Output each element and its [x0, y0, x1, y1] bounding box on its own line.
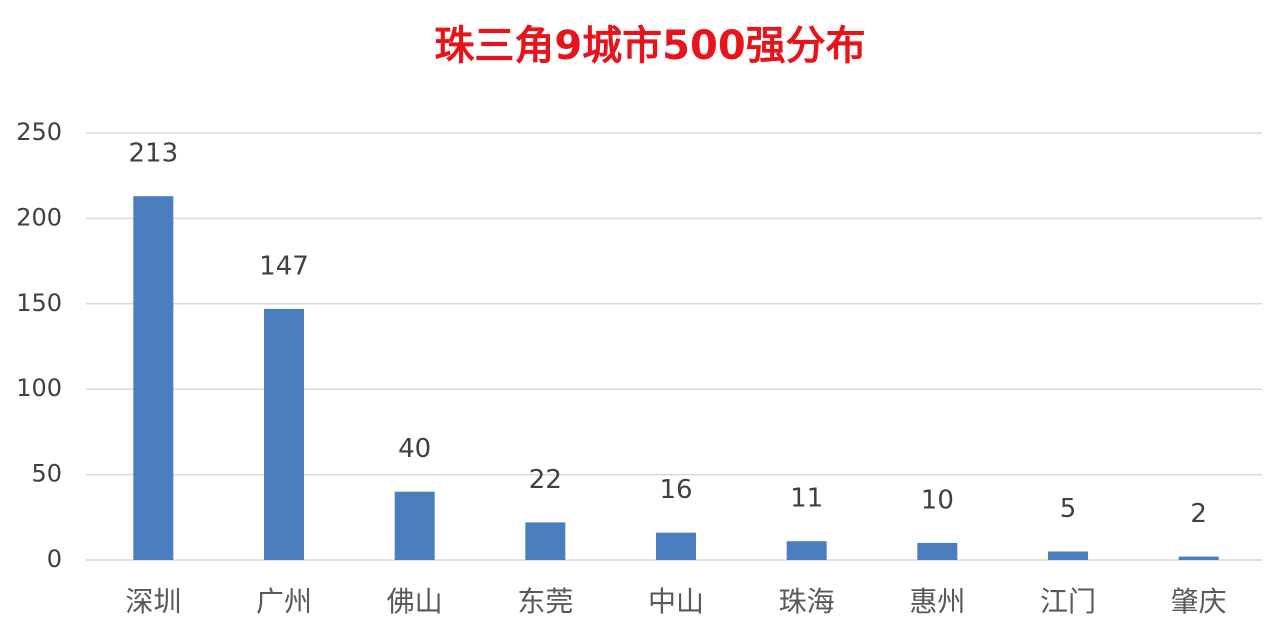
value-label: 10: [921, 485, 954, 515]
x-tick-label: 深圳: [125, 585, 181, 618]
y-tick-label: 250: [16, 118, 62, 146]
value-label: 2: [1190, 499, 1207, 529]
value-label: 213: [129, 139, 179, 169]
y-tick-label: 0: [47, 545, 62, 573]
value-label: 16: [659, 475, 692, 505]
bar: [264, 308, 304, 560]
x-tick-label: 佛山: [387, 585, 443, 618]
x-tick-label: 惠州: [909, 585, 965, 618]
value-label: 11: [790, 484, 823, 514]
x-tick-label: 东莞: [517, 585, 573, 618]
x-tick-label: 江门: [1040, 585, 1096, 618]
x-tick-label: 中山: [648, 585, 704, 618]
x-tick-label: 珠海: [779, 585, 835, 618]
value-label: 5: [1060, 494, 1077, 524]
bar: [394, 491, 435, 560]
bar: [786, 541, 827, 560]
y-tick-label: 150: [16, 289, 62, 317]
x-tick-label: 广州: [256, 585, 312, 618]
value-label: 40: [398, 434, 431, 464]
bar: [1048, 551, 1088, 560]
y-tick-label: 50: [31, 460, 62, 488]
bar: [525, 522, 566, 560]
chart-title: 珠三角9城市500强分布: [434, 23, 865, 69]
y-tick-label: 200: [16, 203, 62, 231]
bar: [1178, 556, 1219, 560]
value-label: 22: [529, 465, 562, 495]
bar: [917, 542, 958, 560]
value-label: 147: [259, 251, 309, 281]
x-tick-label: 肇庆: [1171, 585, 1227, 618]
bar: [656, 532, 696, 560]
bar: [133, 196, 174, 561]
y-tick-label: 100: [16, 374, 62, 402]
